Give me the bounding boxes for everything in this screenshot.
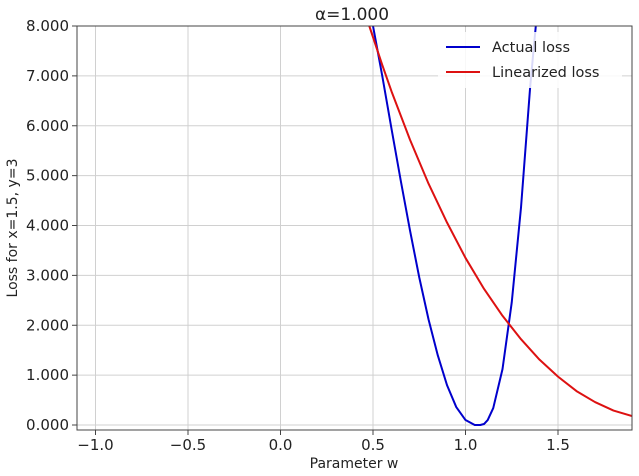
y-axis-ticks: 0.000 1.000 2.000 3.000 4.000 5.000 6.000 7.000… — [26, 17, 77, 434]
x-tick-label: 1.0 — [454, 436, 478, 454]
series-lines — [368, 26, 632, 427]
y-tick-label: 2.000 — [26, 316, 69, 334]
plot-frame — [76, 25, 633, 431]
x-tick-label: −0.5 — [170, 436, 206, 454]
x-axis-label: Parameter w — [310, 456, 399, 472]
y-tick-label: 6.000 — [26, 117, 69, 135]
y-tick-label: 5.000 — [26, 167, 69, 185]
y-tick-label: 0.000 — [26, 416, 69, 434]
series-line-linearized-loss — [368, 26, 632, 417]
legend-label-linearized-loss: Linearized loss — [492, 65, 599, 81]
legend-box — [438, 32, 622, 88]
chart-title: α=1.000 — [315, 5, 389, 25]
x-tick-label: 0.5 — [361, 436, 385, 454]
x-axis-ticks: −1.0 −0.5 0.0 0.5 1.0 1.5 — [77, 430, 570, 454]
x-tick-label: −1.0 — [77, 436, 113, 454]
y-tick-label: 4.000 — [26, 217, 69, 235]
y-tick-label: 7.000 — [26, 67, 69, 85]
legend: Actual loss Linearized loss — [438, 32, 622, 88]
x-tick-label: 1.5 — [546, 436, 570, 454]
y-tick-label: 1.000 — [26, 366, 69, 384]
legend-label-actual-loss: Actual loss — [492, 40, 570, 56]
x-tick-label: 0.0 — [269, 436, 293, 454]
y-tick-label: 8.000 — [26, 17, 69, 35]
y-tick-label: 3.000 — [26, 266, 69, 284]
y-axis-label: Loss for x=1.5, y=3 — [5, 159, 21, 298]
